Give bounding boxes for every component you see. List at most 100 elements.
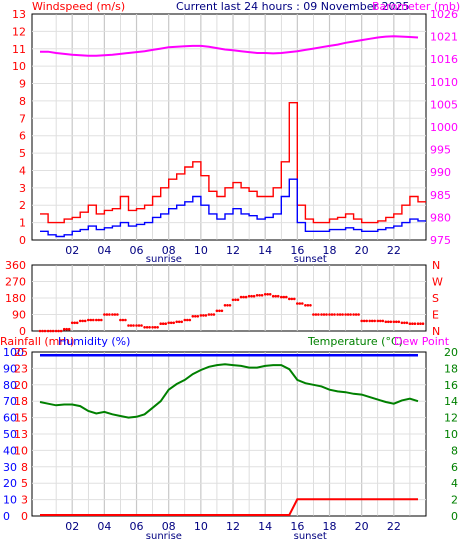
direction-point (271, 294, 275, 298)
direction-point (298, 302, 302, 305)
rainfall-tick-label: 13 (14, 428, 28, 441)
direction-point (314, 313, 318, 316)
direction-point (354, 313, 358, 316)
direction-point (100, 318, 103, 322)
direction-point (169, 321, 173, 325)
direction-point (336, 313, 339, 316)
direction-point (49, 329, 52, 333)
direction-point (121, 318, 125, 322)
temperature-tick-label: 18 (444, 362, 458, 375)
windspeed-tick-label: 4 (19, 164, 26, 177)
direction-point (167, 321, 170, 325)
hour-tick-label: 06 (130, 520, 144, 533)
direction-point (304, 304, 307, 307)
direction-point (290, 297, 294, 301)
barometer-tick-label: 1000 (430, 121, 458, 134)
temperature-tick-label: 16 (444, 379, 458, 392)
hour-tick-label: 04 (97, 520, 111, 533)
direction-point (258, 294, 261, 297)
hour-tick-label: 16 (290, 520, 304, 533)
hour-tick-label: 16 (290, 244, 304, 257)
barometer-axis-title: Barometer (mb) (372, 0, 460, 13)
direction-point (132, 324, 135, 327)
direction-point (212, 313, 216, 316)
direction-point (87, 318, 90, 322)
humidity-tick-label: 70 (3, 395, 17, 408)
direction-point (362, 319, 366, 323)
direction-point (119, 318, 122, 322)
windspeed-tick-label: 12 (12, 25, 26, 38)
compass-tick-label: N (432, 259, 440, 272)
direction-point (395, 320, 398, 324)
temperature-tick-label: 14 (444, 395, 458, 408)
direction-point (411, 322, 414, 326)
direction-point (196, 315, 200, 318)
direction-point (365, 319, 369, 323)
direction-point (381, 319, 385, 323)
rainfall-series (40, 498, 418, 516)
direction-point (416, 322, 420, 326)
direction-point (379, 319, 382, 323)
direction-point (349, 313, 352, 316)
rainfall-tick-label: 8 (21, 461, 28, 474)
direction-point (392, 320, 396, 324)
direction-point (263, 293, 267, 296)
temperature-series (39, 363, 419, 419)
windspeed-tick-label: 11 (12, 43, 26, 56)
temperature-tick-label: 10 (444, 428, 458, 441)
direction-point (78, 319, 82, 323)
windspeed-tick-label: 7 (19, 112, 26, 125)
compass-tick-label: W (432, 276, 443, 289)
direction-point (346, 313, 350, 316)
humidity-tick-label: 80 (3, 379, 17, 392)
barometer-tick-label: 1005 (430, 98, 458, 111)
barometer-tick-label: 1021 (430, 31, 458, 44)
barometer-tick-label: 980 (430, 211, 451, 224)
direction-point (405, 321, 409, 325)
direction-point (81, 319, 84, 323)
direction-point (207, 313, 211, 316)
direction-point (341, 313, 344, 316)
direction-point (127, 324, 130, 327)
direction-point (177, 320, 181, 324)
barometer-tick-label: 1016 (430, 53, 458, 66)
direction-point (194, 315, 197, 318)
direction-point (188, 318, 192, 322)
rainfall-axis-title: Rainfall (mm) (0, 335, 74, 348)
hour-tick-label: 20 (355, 244, 369, 257)
sunset-label: sunset (294, 531, 327, 542)
windspeed-tick-label: 10 (12, 60, 26, 73)
temperature-tick-label: 0 (451, 510, 458, 523)
direction-point (135, 324, 138, 327)
direction-point (92, 318, 95, 322)
direction-point (113, 313, 117, 316)
direction-point (175, 320, 178, 324)
hour-tick-label: 14 (258, 520, 272, 533)
windspeed-tick-label: 5 (19, 147, 26, 160)
direction-point (252, 294, 256, 298)
direction-point (255, 294, 259, 297)
hour-tick-label: 10 (194, 520, 208, 533)
direction-point (218, 309, 221, 313)
direction-point (51, 329, 55, 333)
direction-point (67, 327, 71, 331)
direction-point (285, 295, 288, 299)
barometer-series (40, 35, 419, 57)
hour-tick-label: 18 (323, 244, 337, 257)
barometer-tick-label: 985 (430, 189, 451, 202)
temperature-axis-title: Temperature (°C) (307, 335, 403, 348)
direction-point (368, 319, 372, 323)
direction-point (226, 304, 229, 307)
direction-tick-label: 180 (5, 292, 26, 305)
direction-point (137, 324, 141, 327)
direction-tick-label: 0 (19, 325, 26, 338)
direction-point (180, 320, 183, 324)
wind-plot-area (31, 13, 427, 241)
direction-point (276, 294, 280, 298)
direction-point (282, 295, 286, 299)
windspeed-tick-label: 13 (12, 8, 26, 21)
direction-point (46, 329, 50, 333)
direction-point (161, 322, 165, 326)
direction-point (183, 318, 187, 322)
